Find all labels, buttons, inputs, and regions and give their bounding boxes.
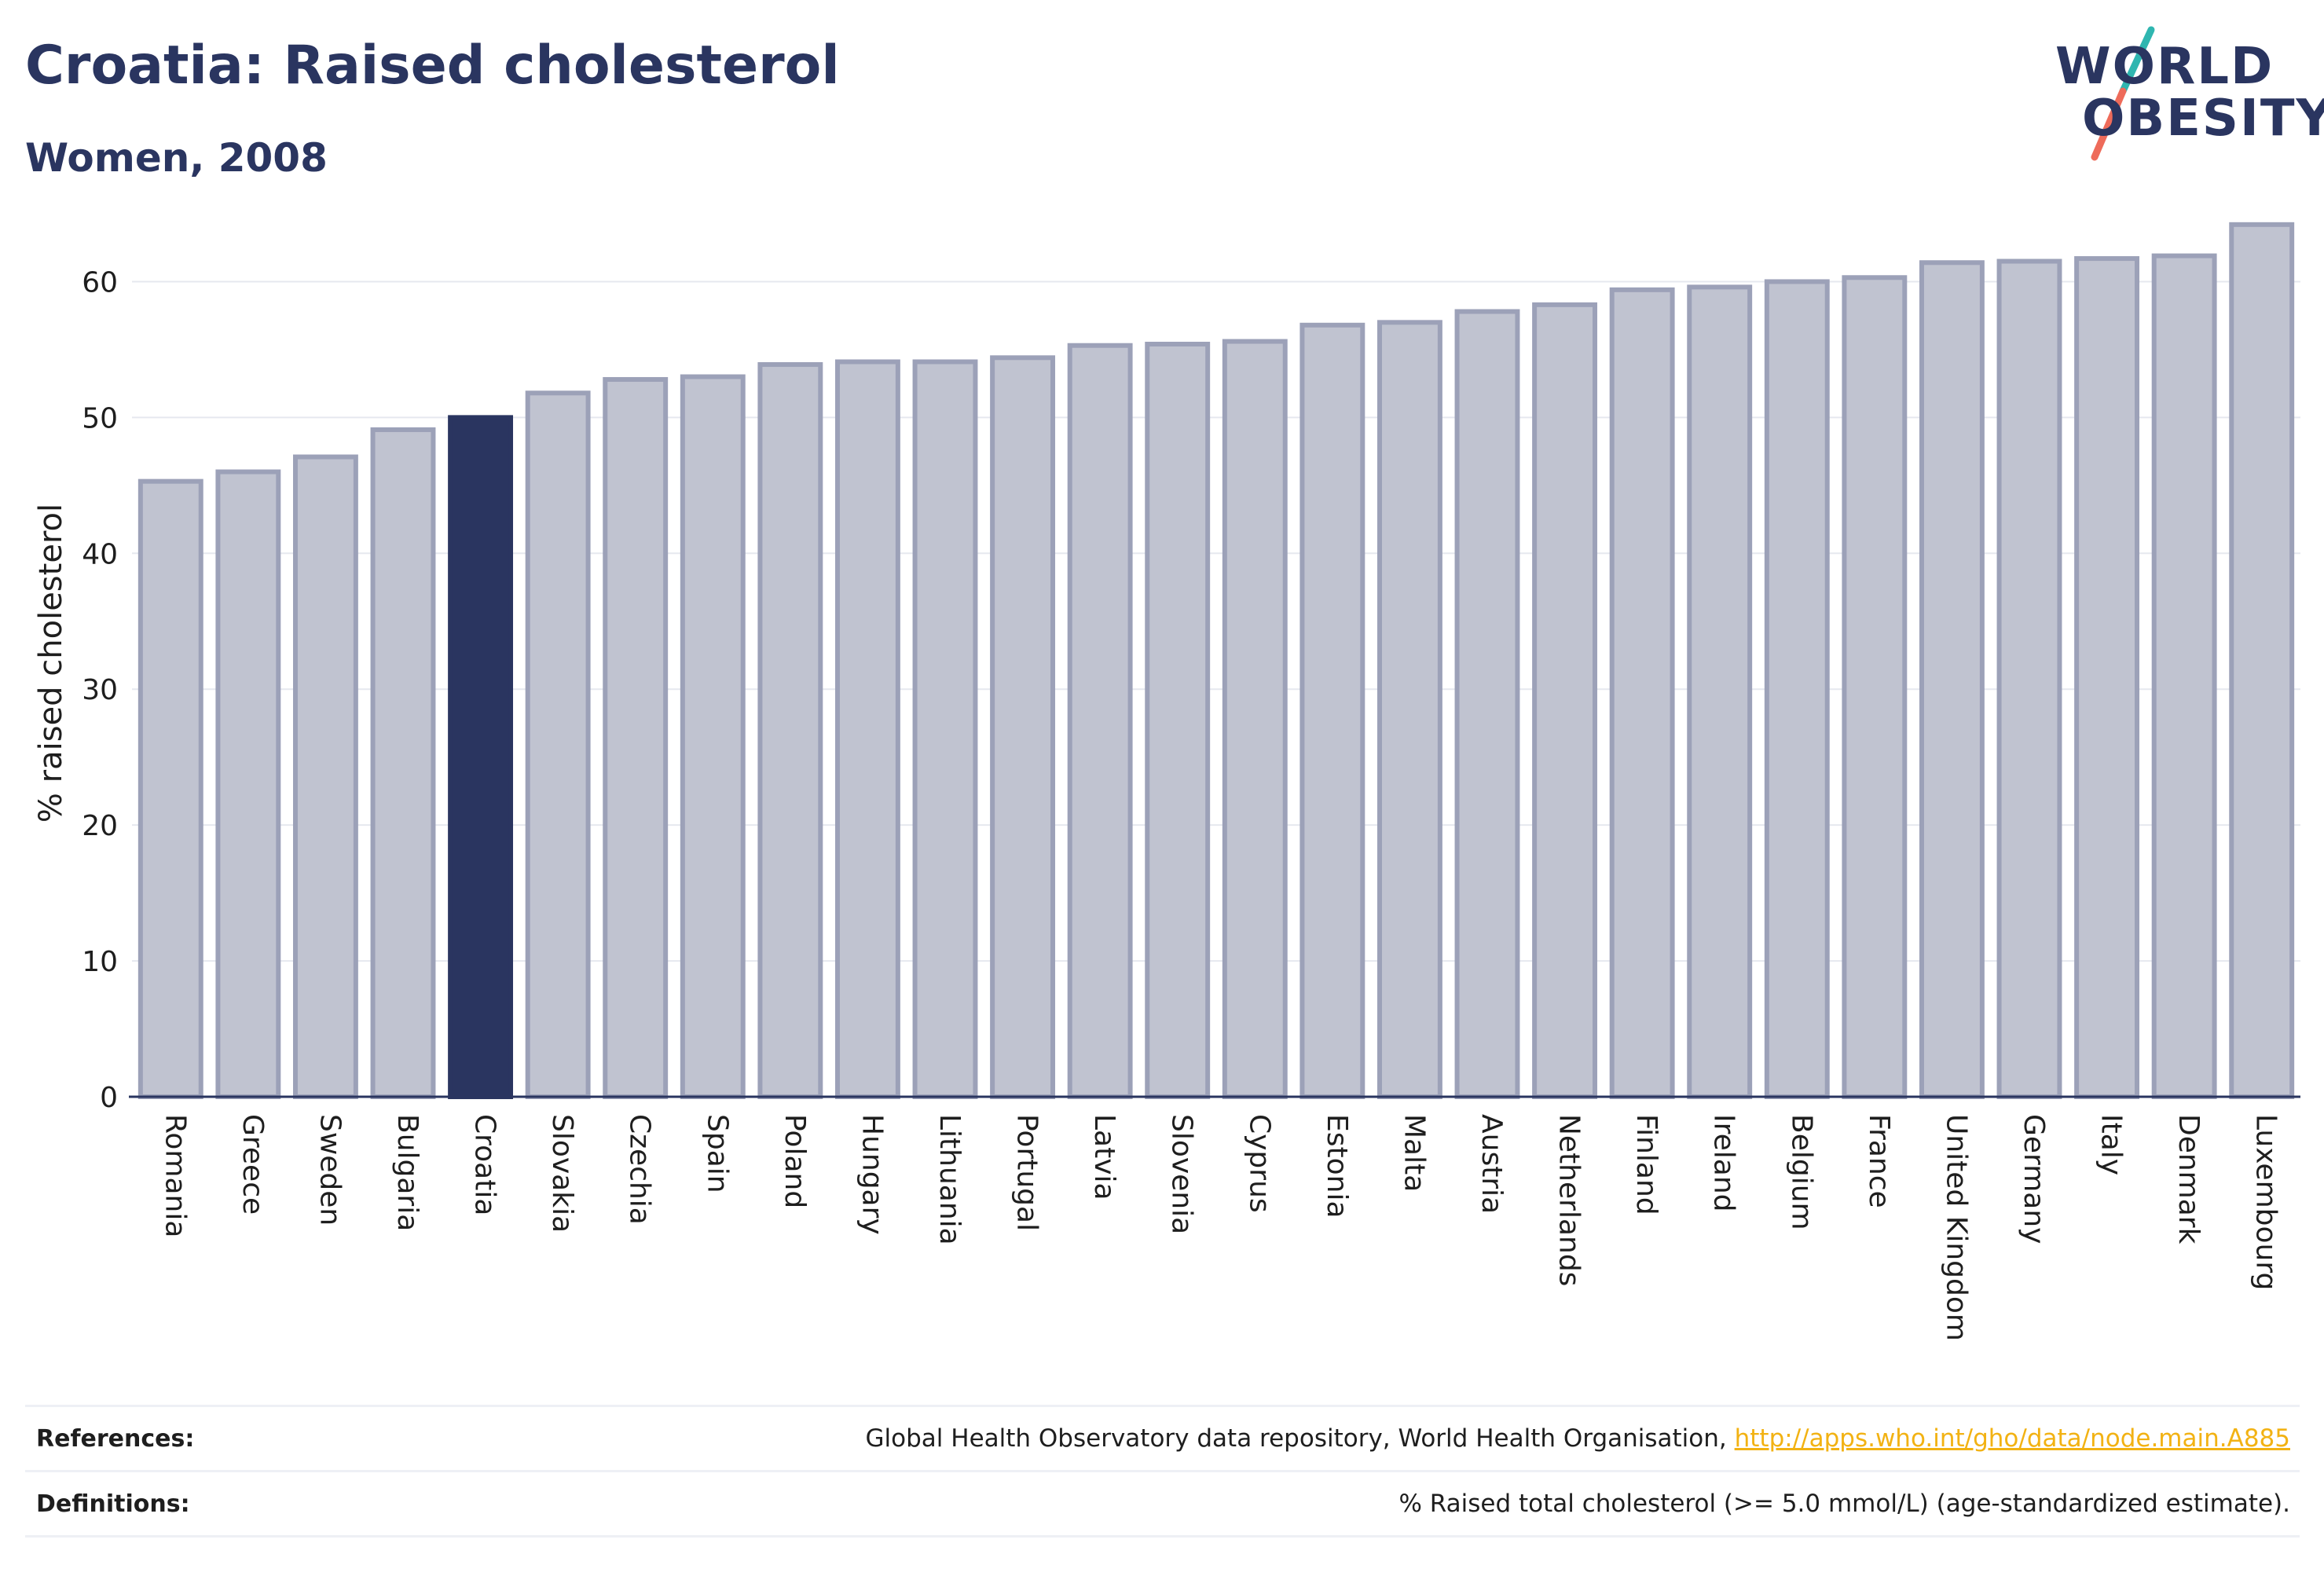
x-tick-label: Netherlands [1553,1114,1585,1286]
bar-highlight [448,415,514,1099]
x-tick-label: Austria [1475,1114,1508,1214]
bar [1687,284,1753,1100]
bar [1067,343,1133,1099]
bar [137,478,203,1099]
x-tick-label: Slovakia [546,1114,578,1233]
bar [2151,253,2217,1099]
x-tick-label: Portugal [1011,1114,1043,1231]
chart-title: Croatia: Raised cholesterol [25,35,840,97]
bars [137,222,2295,1100]
bar [1532,302,1598,1099]
chart-subtitle: Women, 2008 [25,135,328,181]
bar [680,374,746,1099]
x-tick-label: Italy [2095,1114,2128,1175]
references-link[interactable]: http://apps.who.int/gho/data/node.main.A… [1734,1424,2290,1453]
x-tick-label: Finland [1630,1114,1662,1215]
bar [525,390,591,1099]
x-tick-label: Belgium [1785,1114,1817,1230]
logo-text-world: WORLD [2055,38,2275,96]
bar [1376,320,1442,1100]
x-tick-label: Slovenia [1166,1114,1198,1234]
x-tick-label: France [1863,1114,1895,1208]
x-tick-label: Germany [2018,1114,2050,1244]
bar [990,355,1056,1099]
x-tick-label: Poland [779,1114,811,1208]
x-tick-label: Latvia [1088,1114,1120,1200]
bar [603,376,669,1100]
y-axis-ticks: 0 10 20 30 40 50 60 [82,266,118,1114]
references-row: References: Global Health Observatory da… [25,1405,2300,1470]
logo-text-obesity: OBESITY [2082,90,2324,148]
logo-slash-icon [2091,26,2155,161]
x-tick-label: Estonia [1321,1114,1353,1219]
x-tick-label: Denmark [2172,1114,2205,1244]
bar [1609,287,1675,1099]
bar [757,361,823,1099]
definitions-value: % Raised total cholesterol (>= 5.0 mmol/… [1398,1490,2290,1518]
bar-chart: 0 10 20 30 40 50 60 Romania Greece Sweden Bulgari… [33,222,2300,1341]
bar [912,359,978,1099]
definitions-label: Definitions: [36,1490,190,1518]
x-tick-label: Hungary [856,1114,888,1235]
x-tick-label: Luxembourg [2250,1114,2282,1290]
x-tick-label: Sweden [313,1114,346,1226]
x-tick-label: Romania [159,1114,191,1237]
bar [1145,342,1211,1099]
bar [2074,256,2140,1100]
bar [1919,260,1985,1099]
world-obesity-logo: WORLD OBESITY [2035,22,2324,171]
reference-table: References: Global Health Observatory da… [25,1405,2300,1538]
references-label: References: [36,1424,195,1453]
bar [1842,275,1908,1100]
x-tick-label: Malta [1398,1114,1430,1192]
bar [292,454,358,1099]
x-tick-label: Ireland [1708,1114,1740,1212]
x-tick-label: Spain [701,1114,733,1193]
x-axis-labels: Romania Greece Sweden Bulgaria Croatia Slovak… [159,1114,2282,1341]
bar [1222,339,1288,1100]
bar [215,469,281,1099]
y-tick-label: 20 [82,810,118,842]
x-tick-label: Cyprus [1243,1114,1275,1213]
y-tick-label: 50 [82,402,118,434]
references-value: Global Health Observatory data repositor… [866,1424,2300,1453]
x-tick-label: Bulgaria [391,1114,423,1231]
x-tick-label: Lithuania [933,1114,966,1245]
definitions-row: Definitions: % Raised total cholesterol … [25,1470,2300,1538]
bar [1764,279,1830,1099]
bar [2229,222,2295,1099]
x-tick-label: Greece [236,1114,269,1215]
x-tick-label: Croatia [469,1114,501,1215]
bar [370,427,436,1099]
bar [1454,309,1520,1099]
references-text: Global Health Observatory data repositor… [865,1424,1735,1453]
y-tick-label: 60 [82,266,118,299]
bar [1299,322,1365,1099]
y-tick-label: 10 [82,946,118,978]
y-tick-label: 30 [82,674,118,706]
x-tick-label: United Kingdom [1940,1114,1972,1341]
y-axis-title: % raised cholesterol [33,504,69,823]
y-tick-label: 0 [100,1082,118,1114]
y-tick-label: 40 [82,538,118,570]
bar [834,359,900,1099]
x-tick-label: Czechia [624,1114,656,1225]
bar [1996,258,2062,1099]
